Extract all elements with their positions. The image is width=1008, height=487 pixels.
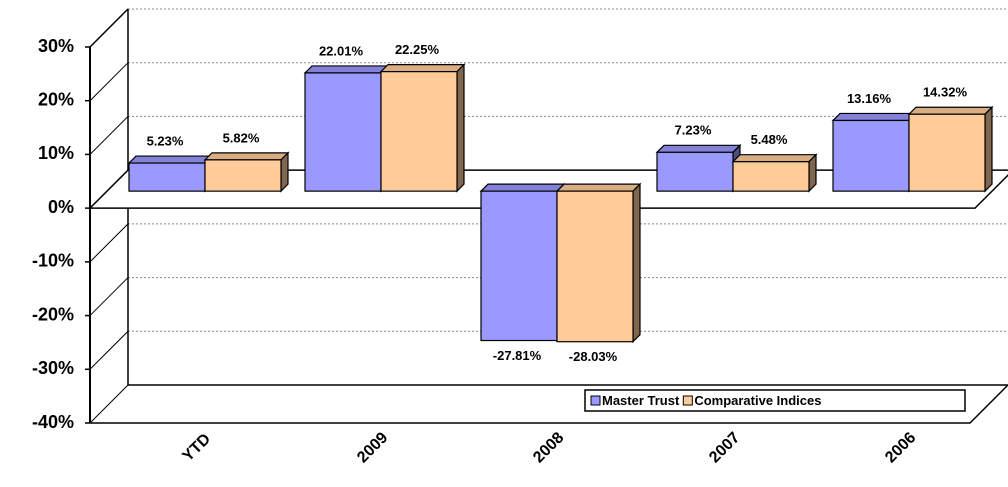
legend-label: Master Trust [602,393,680,408]
y-axis-top [89,8,129,48]
bar-group [831,112,918,193]
bar-top [127,155,214,164]
bar-top [731,154,818,163]
legend-swatch [590,395,601,406]
y-tick-label: 30% [38,36,74,56]
bar [380,71,458,192]
value-label: 7.23% [675,123,712,138]
x-tick-label: YTD [179,430,214,465]
value-label: 5.23% [147,133,184,148]
x-tick-label: 2007 [706,429,743,466]
bar-top [479,183,566,192]
value-label: -27.81% [493,348,542,363]
bar [832,119,910,192]
bar-side [456,63,465,193]
value-label: 22.01% [319,43,364,58]
bar-group [731,153,818,193]
y-tick-label: -30% [32,358,74,378]
value-label: 14.32% [923,85,968,100]
y-tick-label: 0% [48,197,74,217]
y-tick-label: -40% [32,412,74,432]
value-label: -28.03% [569,349,618,364]
bar [908,113,986,192]
bar-top [831,112,918,122]
bar-group [479,182,566,342]
bar-side [632,182,641,344]
floor [90,384,1008,424]
bar [304,72,382,192]
x-tick-label: 2009 [354,429,391,466]
grid-line-side [89,277,129,316]
bar [128,162,206,192]
grid-line-side [89,384,129,424]
bar-top [655,144,742,153]
bar-top [379,64,466,73]
x-tick-label: 2008 [530,429,567,466]
bar-group [907,105,994,193]
legend-swatch [682,395,693,406]
bar-group [203,151,290,193]
grid-line-side [89,62,129,102]
bar-side [808,153,817,193]
x-tick-label: 2006 [882,429,919,466]
value-label: 22.25% [395,42,440,57]
bar-top [203,152,290,161]
grid-line-side [89,330,129,370]
bar-group [655,143,742,193]
bar-side [280,151,289,193]
bar-top [907,106,994,115]
value-label: 5.82% [223,130,260,145]
bar-top [555,183,642,192]
grid-line-side [89,223,129,263]
legend-box [584,389,966,412]
value-label: 5.48% [751,132,788,147]
bar-group [303,64,390,193]
bar-side [984,105,993,193]
bar-group [555,182,642,344]
y-tick-label: 10% [38,143,74,163]
bar-top [303,65,390,74]
bar [480,190,558,342]
bar [732,161,810,192]
y-tick-label: 20% [38,89,74,109]
grid-line-side [89,116,129,155]
y-tick-label: -10% [32,251,74,271]
bar [204,159,282,192]
bar [556,190,634,343]
bar-group [379,63,466,193]
y-tick-label: -20% [32,304,74,324]
value-label: 13.16% [847,91,892,106]
bar [656,151,734,192]
legend-label: Comparative Indices [694,393,821,408]
bar-group [127,154,214,193]
